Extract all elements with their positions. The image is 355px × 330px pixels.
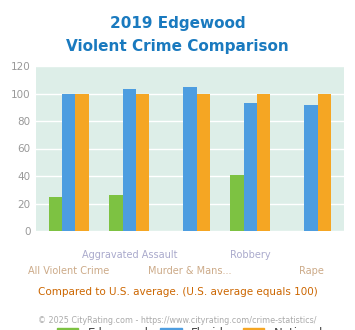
Bar: [76, 93, 89, 231]
Bar: [244, 103, 257, 231]
Bar: [123, 89, 136, 231]
Text: Aggravated Assault: Aggravated Assault: [82, 250, 177, 260]
Legend: Edgewood, Florida, National: Edgewood, Florida, National: [53, 324, 327, 330]
Bar: [318, 93, 331, 231]
Bar: [183, 86, 197, 231]
Text: Compared to U.S. average. (U.S. average equals 100): Compared to U.S. average. (U.S. average …: [38, 287, 317, 297]
Bar: [62, 93, 76, 231]
Bar: [49, 197, 62, 231]
Text: Rape: Rape: [299, 266, 323, 276]
Bar: [230, 175, 244, 231]
Text: Robbery: Robbery: [230, 250, 271, 260]
Text: 2019 Edgewood: 2019 Edgewood: [110, 16, 245, 31]
Text: Murder & Mans...: Murder & Mans...: [148, 266, 232, 276]
Text: © 2025 CityRating.com - https://www.cityrating.com/crime-statistics/: © 2025 CityRating.com - https://www.city…: [38, 316, 317, 325]
Bar: [304, 105, 318, 231]
Text: Violent Crime Comparison: Violent Crime Comparison: [66, 39, 289, 54]
Bar: [257, 93, 271, 231]
Bar: [109, 195, 123, 231]
Bar: [136, 93, 149, 231]
Bar: [197, 93, 210, 231]
Text: All Violent Crime: All Violent Crime: [28, 266, 109, 276]
